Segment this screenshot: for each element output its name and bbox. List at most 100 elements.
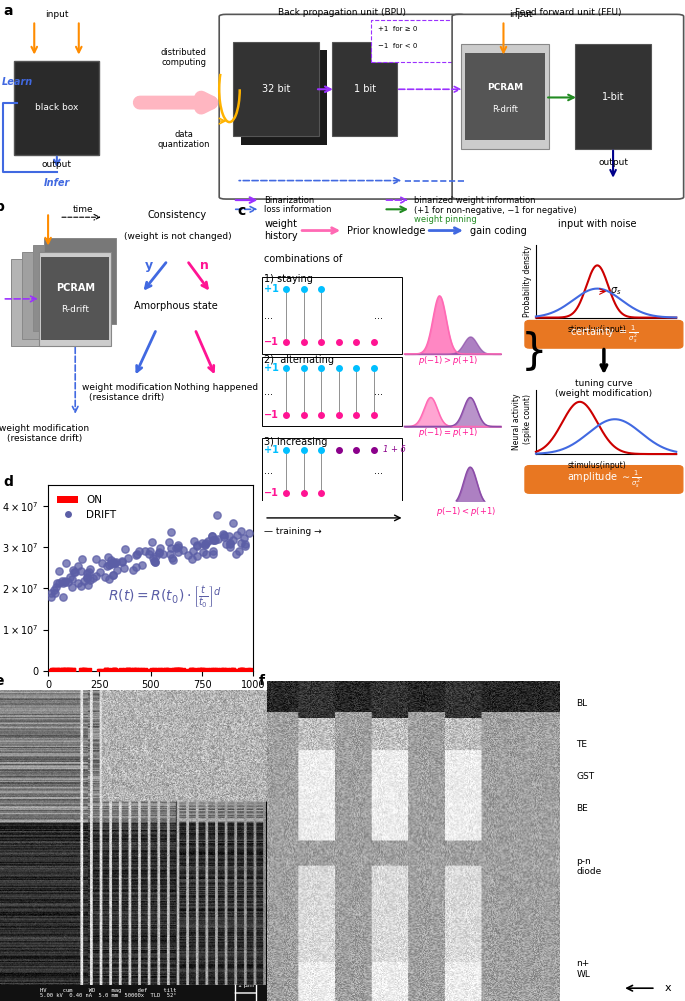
Text: weight modification
(resistance drift): weight modification (resistance drift) bbox=[82, 383, 172, 402]
Point bbox=[120, 663, 131, 679]
Point bbox=[108, 554, 119, 570]
Point bbox=[219, 530, 230, 546]
Text: d: d bbox=[3, 475, 13, 489]
Point bbox=[79, 663, 90, 679]
Point bbox=[207, 663, 218, 679]
Point bbox=[167, 551, 178, 567]
Point bbox=[73, 575, 84, 591]
Point bbox=[75, 663, 86, 679]
Text: z: z bbox=[110, 873, 115, 883]
Point bbox=[151, 663, 162, 679]
Point bbox=[208, 543, 219, 559]
Point bbox=[84, 564, 95, 580]
Point bbox=[132, 546, 142, 562]
Point bbox=[68, 565, 79, 581]
Text: output: output bbox=[42, 160, 72, 169]
Point bbox=[148, 554, 159, 570]
Point bbox=[84, 573, 95, 589]
Point bbox=[156, 662, 167, 678]
Text: combinations of: combinations of bbox=[264, 253, 342, 263]
Legend: ON, DRIFT: ON, DRIFT bbox=[53, 490, 121, 525]
FancyBboxPatch shape bbox=[241, 50, 327, 145]
Point bbox=[177, 663, 188, 679]
Point bbox=[236, 535, 247, 551]
Text: tuning curve
(weight modification): tuning curve (weight modification) bbox=[556, 378, 652, 398]
Point bbox=[233, 663, 244, 679]
Point bbox=[200, 537, 211, 553]
Point bbox=[85, 561, 96, 577]
FancyBboxPatch shape bbox=[22, 252, 94, 338]
Point bbox=[133, 663, 144, 679]
FancyBboxPatch shape bbox=[332, 42, 397, 136]
FancyBboxPatch shape bbox=[452, 14, 684, 199]
Point bbox=[103, 550, 114, 566]
Point bbox=[62, 574, 73, 590]
Text: f: f bbox=[259, 675, 265, 689]
Point bbox=[123, 551, 134, 567]
Point bbox=[182, 548, 193, 564]
Point bbox=[147, 535, 158, 551]
Point bbox=[53, 563, 64, 579]
Point bbox=[62, 662, 73, 678]
Point bbox=[137, 663, 148, 679]
Point bbox=[79, 574, 90, 590]
Point bbox=[47, 663, 58, 679]
Point bbox=[178, 663, 189, 679]
Point bbox=[58, 662, 68, 678]
Point bbox=[165, 525, 176, 541]
Point bbox=[208, 533, 219, 549]
Point bbox=[169, 663, 179, 679]
Point bbox=[54, 575, 65, 591]
Point bbox=[108, 662, 119, 678]
Text: Amorphous state: Amorphous state bbox=[134, 301, 219, 311]
Point bbox=[101, 663, 112, 679]
Point bbox=[135, 662, 146, 678]
Text: 32 bit: 32 bit bbox=[262, 84, 290, 94]
Point bbox=[197, 662, 208, 678]
Text: 1) staying: 1) staying bbox=[264, 274, 313, 284]
Text: 2)  alternating: 2) alternating bbox=[264, 355, 334, 365]
Text: 1 + δ: 1 + δ bbox=[382, 445, 406, 454]
Point bbox=[215, 663, 226, 679]
FancyBboxPatch shape bbox=[45, 237, 116, 324]
Text: BL: BL bbox=[576, 699, 588, 708]
Point bbox=[58, 663, 68, 679]
Point bbox=[201, 535, 212, 551]
Point bbox=[146, 663, 157, 679]
Point bbox=[240, 536, 251, 552]
Text: input: input bbox=[45, 10, 68, 19]
Text: p-n
diode: p-n diode bbox=[576, 857, 601, 876]
Point bbox=[153, 663, 164, 679]
Point bbox=[173, 663, 184, 679]
Point bbox=[218, 663, 229, 679]
Point bbox=[218, 526, 229, 542]
Point bbox=[53, 663, 64, 679]
Point bbox=[49, 663, 60, 679]
Point bbox=[194, 662, 205, 678]
Point bbox=[122, 662, 133, 678]
Text: binarized weight information: binarized weight information bbox=[414, 195, 536, 204]
Point bbox=[136, 557, 147, 573]
Point bbox=[225, 537, 236, 553]
Point bbox=[149, 555, 160, 571]
FancyBboxPatch shape bbox=[525, 465, 683, 493]
Point bbox=[188, 534, 199, 550]
Point bbox=[58, 663, 69, 679]
Point bbox=[232, 527, 242, 543]
Text: e: e bbox=[0, 675, 4, 689]
Text: }: } bbox=[521, 330, 547, 372]
Text: $p(-1) < p(+1)$: $p(-1) < p(+1)$ bbox=[436, 505, 496, 518]
Text: time: time bbox=[73, 205, 93, 214]
Point bbox=[129, 663, 140, 679]
Point bbox=[105, 557, 116, 573]
Point bbox=[235, 663, 246, 679]
Point bbox=[94, 663, 105, 679]
Point bbox=[120, 541, 131, 557]
Point bbox=[64, 663, 75, 679]
Point bbox=[90, 569, 101, 585]
Point bbox=[110, 556, 121, 572]
Point bbox=[109, 662, 120, 678]
FancyBboxPatch shape bbox=[461, 44, 549, 149]
FancyBboxPatch shape bbox=[233, 42, 319, 136]
Point bbox=[131, 560, 142, 576]
